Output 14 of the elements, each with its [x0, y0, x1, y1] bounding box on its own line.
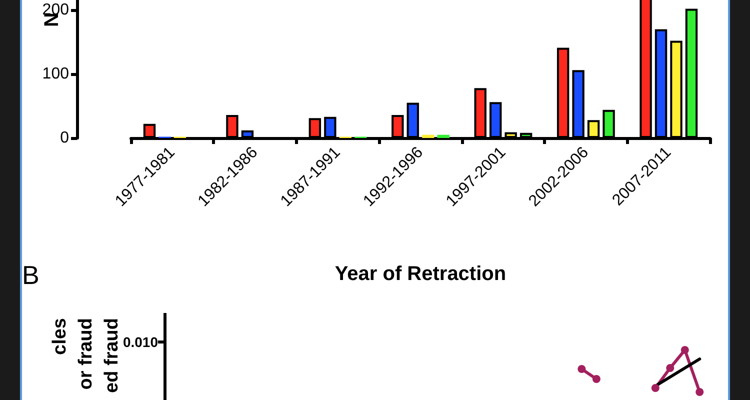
- x-axis-title: Year of Retraction: [334, 263, 506, 285]
- y-tick-label: 0: [60, 130, 70, 146]
- bar: [422, 134, 434, 138]
- point: [680, 346, 689, 354]
- point: [578, 365, 586, 373]
- y-axis-title: cles or fraud ed fraud: [50, 318, 122, 393]
- y-tick-label: 100: [42, 66, 70, 82]
- text: 0.010: [122, 334, 158, 350]
- bar: [437, 134, 450, 138]
- point: [592, 375, 600, 383]
- point: [666, 364, 674, 372]
- chart-title: B: [22, 260, 40, 290]
- point: [696, 388, 704, 396]
- point: [651, 384, 660, 392]
